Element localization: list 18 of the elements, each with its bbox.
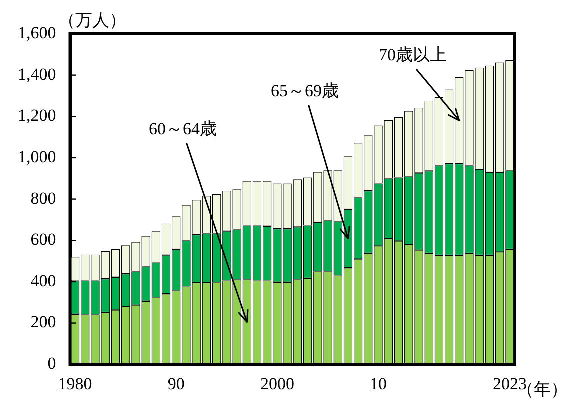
series-label: 70歳以上 — [379, 45, 447, 64]
y-tick-label: 800 — [30, 188, 56, 208]
y-tick-label: 200 — [30, 312, 56, 332]
x-tick-label: 10 — [370, 374, 388, 394]
x-tick-label: 90 — [168, 374, 185, 394]
x-tick-label: 1980 — [58, 374, 92, 394]
text: 60～64歳 — [149, 119, 217, 138]
x-tick-label: 2000 — [260, 374, 294, 394]
y-axis-title: （万人） — [58, 10, 126, 30]
text: 65～69歳 — [271, 81, 339, 100]
y-tick-label: 0 — [48, 354, 56, 374]
y-tick-label: 600 — [30, 230, 56, 250]
y-tick-label: 1,400 — [18, 64, 56, 84]
y-tick-label: 400 — [30, 271, 56, 290]
y-tick-label: 1,600 — [18, 23, 56, 42]
y-tick-label: 1,000 — [18, 147, 56, 166]
x-tick-label: 2023 — [492, 374, 527, 394]
y-tick-label: 1,200 — [18, 106, 56, 126]
